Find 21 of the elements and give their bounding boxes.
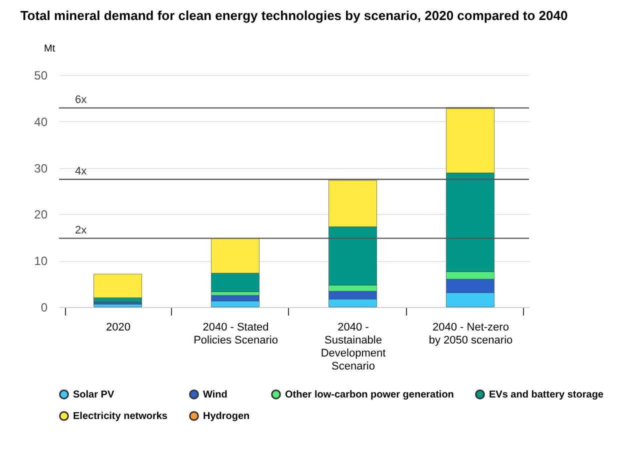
x-tick-label: 2020 — [106, 322, 130, 334]
legend-label: Hydrogen — [203, 411, 250, 422]
y-tick-label: 0 — [40, 300, 48, 314]
legend-label: Other low-carbon power generation — [285, 389, 454, 400]
x-tick-label: 2040 - Stated Policies Scenario — [194, 322, 278, 346]
legend-label: Solar PV — [73, 389, 114, 400]
y-tick-label: 10 — [34, 254, 48, 268]
y-tick-label: 30 — [34, 161, 48, 176]
legend-label: Wind — [203, 389, 228, 400]
ref-line-label: 4x — [75, 165, 88, 178]
legend-label: Electricity networks — [73, 411, 168, 422]
ref-line-label: 6x — [75, 94, 88, 106]
y-tick-label: 50 — [34, 68, 48, 82]
ref-line-label: 2x — [75, 224, 88, 236]
x-tick-label: 2040 - Net-zero by 2050 scenario — [428, 322, 513, 346]
y-tick-label: 20 — [34, 208, 48, 222]
x-tick-label: 2040 - Sustainable Development Scenario — [320, 322, 386, 372]
legend-label: EVs and battery storage — [489, 389, 604, 400]
chart-title: Total mineral demand for clean energy technologies by scenario, 2020 compared to 2040 — [20, 8, 568, 23]
y-tick-label: 40 — [34, 114, 48, 129]
y-axis-title: Mt — [44, 44, 56, 54]
